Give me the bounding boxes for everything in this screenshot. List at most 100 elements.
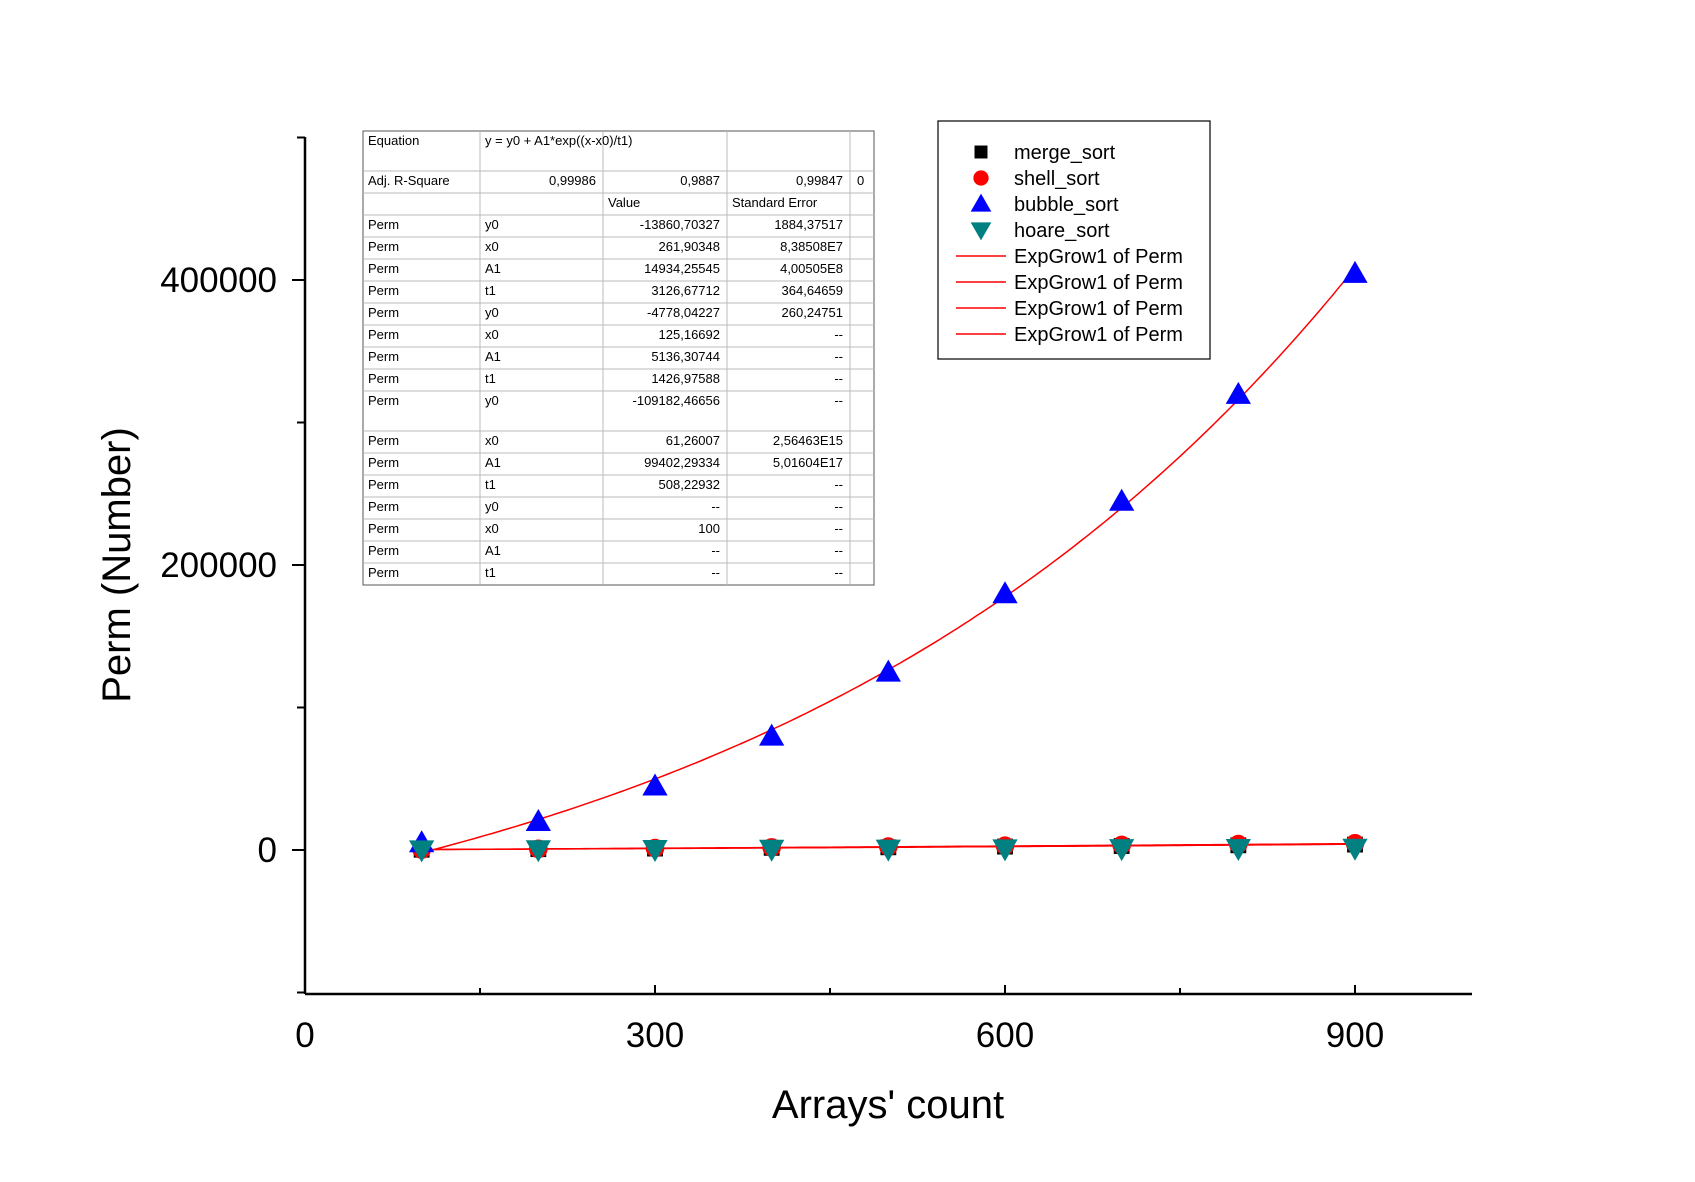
fit-table-cell: 3126,67712 — [651, 283, 720, 298]
fit-table-cell: 100 — [698, 521, 720, 536]
fit-table-header: Standard Error — [732, 195, 818, 210]
fit-table-cell: t1 — [485, 371, 496, 386]
legend-label: hoare_sort — [1014, 220, 1110, 242]
fit-table-cell: -- — [834, 477, 843, 492]
data-markers — [409, 260, 1368, 863]
fit-table-cell: y0 — [485, 217, 499, 232]
x-tick-label: 300 — [626, 1016, 684, 1055]
fit-table-cell: Perm — [368, 305, 399, 320]
fit-table-cell: 0,9887 — [680, 173, 720, 188]
fit-table-cell: -- — [834, 393, 843, 408]
fit-results-table: Equation y = y0 + A1*exp((x-x0)/t1) Adj. R… — [362, 130, 875, 586]
fit-table-header: Value — [608, 195, 640, 210]
fit-table-cell: -- — [834, 565, 843, 580]
fit-table-cell: Equation — [368, 133, 419, 148]
bubble_sort-point — [992, 581, 1018, 604]
y-tick-label: 400000 — [160, 261, 277, 300]
legend-entry: merge_sort — [974, 142, 1116, 164]
bubble_sort-point — [642, 773, 668, 796]
fit-table-cell: Perm — [368, 393, 399, 408]
fit-table-cell: -- — [834, 499, 843, 514]
fit-table-cell: Perm — [368, 217, 399, 232]
fit-table-cell: -4778,04227 — [647, 305, 720, 320]
legend-marker — [970, 193, 992, 212]
x-tick-label: 0 — [295, 1016, 314, 1055]
legend-label: ExpGrow1 of Perm — [1014, 246, 1183, 268]
hoare_sort-point — [525, 840, 551, 863]
fit-table-cell: Perm — [368, 521, 399, 536]
fit-table-cell: t1 — [485, 283, 496, 298]
legend-entry: ExpGrow1 of Perm — [956, 324, 1183, 346]
fit-table-cell: x0 — [485, 521, 499, 536]
fit-table-cell: x0 — [485, 239, 499, 254]
fit-table-border — [362, 130, 875, 586]
legend-entry: ExpGrow1 of Perm — [956, 272, 1183, 294]
x-tick-label: 600 — [976, 1016, 1034, 1055]
fit-table-cell: Perm — [368, 327, 399, 342]
fit-table-cell: -- — [834, 543, 843, 558]
fit-table-cell: -- — [711, 543, 720, 558]
fit-table-cell: 1426,97588 — [651, 371, 720, 386]
fit-table-cell: Perm — [368, 499, 399, 514]
fit-table-cell: 0 — [857, 173, 864, 188]
bubble_sort-point — [1342, 260, 1368, 283]
fit-table-cell: -- — [711, 499, 720, 514]
fit-table-cell: y0 — [485, 393, 499, 408]
fit-table-cell: Perm — [368, 349, 399, 364]
legend-label: ExpGrow1 of Perm — [1014, 298, 1183, 320]
fit-table-cell: 1884,37517 — [774, 217, 843, 232]
fit-table-cell: 364,64659 — [782, 283, 843, 298]
fit-table-cell: Perm — [368, 433, 399, 448]
ticks: 0 300 600 900 0 200000 400000 — [160, 136, 1384, 1055]
fit-table-cell: -109182,46656 — [633, 393, 720, 408]
fit-table-cell: x0 — [485, 433, 499, 448]
fit-table-cell: 0,99986 — [549, 173, 596, 188]
fit-table-cell: t1 — [485, 565, 496, 580]
hoare_sort-point — [1109, 839, 1135, 862]
fit-table-cell: -- — [711, 565, 720, 580]
y-axis-title: Perm (Number) — [95, 427, 139, 703]
fit-table-cell: x0 — [485, 327, 499, 342]
fit-table-cell: -- — [834, 327, 843, 342]
legend-label: shell_sort — [1014, 168, 1100, 190]
fit-table-cell: 2,56463E15 — [773, 433, 843, 448]
legend-label: bubble_sort — [1014, 194, 1119, 216]
hoare_sort-point — [409, 840, 435, 863]
legend-border — [937, 120, 1211, 360]
fit-table-cell: Perm — [368, 239, 399, 254]
hoare_sort-point — [1342, 838, 1368, 861]
bubble_sort-point — [759, 723, 785, 746]
fit-table-cell: Perm — [368, 371, 399, 386]
fit-table-cell: Perm — [368, 283, 399, 298]
bubble_sort-point — [1225, 381, 1251, 404]
fit-table-cell: 125,16692 — [659, 327, 720, 342]
fit-table-grid — [363, 131, 874, 585]
hoare_sort-point — [992, 839, 1018, 862]
fit-table-cell: A1 — [485, 543, 501, 558]
fit-table-cell: 5,01604E17 — [773, 455, 843, 470]
y-tick-label: 0 — [258, 831, 277, 870]
hoare_sort-point — [642, 840, 668, 863]
fit-table-cell: Perm — [368, 565, 399, 580]
fit-table-cell: 5136,30744 — [651, 349, 720, 364]
fit-table-cell: A1 — [485, 349, 501, 364]
legend-entry: ExpGrow1 of Perm — [956, 246, 1183, 268]
fit-table-cell: 0,99847 — [796, 173, 843, 188]
fit-table-cell: 508,22932 — [659, 477, 720, 492]
fit-table-cell: 260,24751 — [782, 305, 843, 320]
x-axis-title: Arrays' count — [772, 1083, 1004, 1127]
hoare_sort-point — [759, 839, 785, 862]
legend-marker — [974, 145, 988, 159]
legend-entry: ExpGrow1 of Perm — [956, 298, 1183, 320]
legend: merge_sort shell_sort bubble_sort hoare_sor… — [937, 120, 1211, 360]
fit-table-cell: A1 — [485, 455, 501, 470]
fit-table-cell: A1 — [485, 261, 501, 276]
legend-marker — [973, 170, 989, 186]
bubble_sort-point — [1109, 488, 1135, 511]
hoare_sort-point — [1225, 838, 1251, 861]
fit-table-cell: y0 — [485, 499, 499, 514]
legend-entry: hoare_sort — [970, 220, 1110, 242]
fit-table-cell: Perm — [368, 455, 399, 470]
fit-table-cell: -13860,70327 — [640, 217, 720, 232]
fit-table-cell: t1 — [485, 477, 496, 492]
